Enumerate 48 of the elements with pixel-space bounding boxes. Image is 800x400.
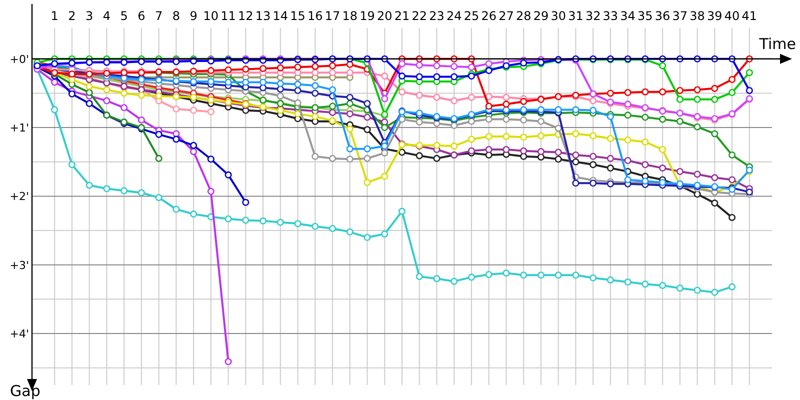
- x-tick-label: 6: [138, 9, 146, 23]
- x-tick-label: 17: [324, 9, 340, 23]
- x-tick-label: 25: [464, 9, 480, 23]
- x-tick-label: 5: [120, 9, 128, 23]
- x-tick-label: 3: [86, 9, 94, 23]
- x-tick-label: 30: [550, 9, 566, 23]
- x-tick-label: 27: [498, 9, 514, 23]
- x-tick-label: 14: [272, 9, 288, 23]
- x-tick-label: 29: [533, 9, 549, 23]
- x-tick-label: 28: [516, 9, 532, 23]
- x-tick-label: 19: [360, 9, 375, 23]
- x-tick-label: 12: [238, 9, 254, 23]
- x-tick-label: 26: [481, 9, 496, 23]
- y-tick-label: +1': [10, 122, 29, 135]
- x-tick-label: 34: [620, 9, 636, 23]
- x-tick-label: 38: [690, 9, 705, 23]
- y-tick-label: +3': [10, 258, 29, 272]
- x-tick-label: 13: [255, 9, 271, 23]
- x-tick-label: 15: [290, 9, 306, 23]
- x-tick-label: 10: [203, 9, 219, 23]
- x-tick-label: 16: [308, 9, 323, 23]
- x-tick-label: 7: [154, 9, 163, 23]
- x-tick-label: 22: [412, 9, 428, 23]
- x-tick-label: 11: [220, 9, 236, 23]
- x-tick-label: 1: [50, 9, 58, 23]
- x-tick-label: 18: [342, 9, 358, 23]
- y-tick-label: +4': [10, 328, 29, 341]
- x-tick-label: 35: [638, 9, 653, 23]
- x-tick-label: 40: [724, 9, 740, 23]
- x-tick-label: 39: [707, 9, 722, 23]
- x-tick-label: 2: [68, 9, 76, 23]
- x-tick-label: 31: [568, 9, 584, 23]
- x-tick-label: 9: [190, 9, 198, 23]
- y-tick-label: +0': [10, 52, 29, 66]
- x-tick-label: 32: [585, 9, 601, 23]
- x-tick-label: 33: [602, 9, 618, 23]
- x-tick-label: 20: [376, 9, 392, 23]
- y-tick-label: +2': [10, 190, 29, 204]
- x-tick-label: 36: [654, 9, 670, 23]
- x-tick-label: 23: [429, 9, 444, 23]
- x-tick-label: 8: [172, 9, 180, 23]
- x-tick-label: 41: [742, 9, 758, 23]
- x-tick-label: 24: [446, 9, 462, 23]
- x-tick-label: 37: [672, 9, 688, 23]
- y-axis-title: Gap: [10, 382, 40, 400]
- x-axis-title: Time: [758, 34, 796, 53]
- x-tick-label: 4: [102, 9, 111, 23]
- x-tick-label: 21: [394, 9, 410, 23]
